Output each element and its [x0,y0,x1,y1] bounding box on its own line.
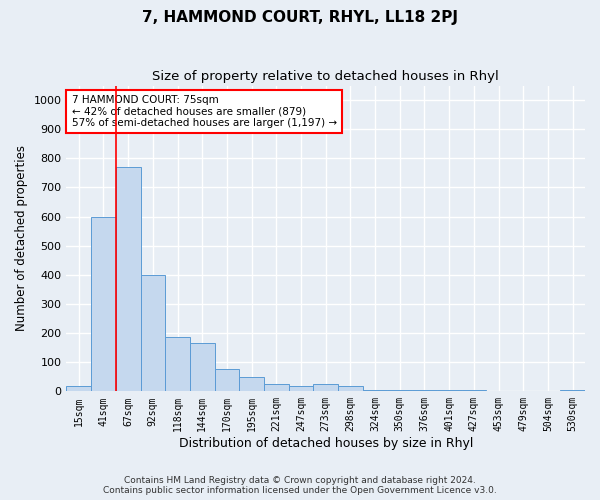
Bar [91,216,116,392]
Bar [116,167,140,392]
Bar [289,386,313,392]
Title: Size of property relative to detached houses in Rhyl: Size of property relative to detached ho… [152,70,499,83]
Bar [264,384,289,392]
Bar [313,384,338,392]
Text: 7 HAMMOND COURT: 75sqm
← 42% of detached houses are smaller (879)
57% of semi-de: 7 HAMMOND COURT: 75sqm ← 42% of detached… [71,94,337,128]
Y-axis label: Number of detached properties: Number of detached properties [15,146,28,332]
Bar [363,390,388,392]
Bar [388,390,412,392]
Bar [215,370,239,392]
Bar [140,275,165,392]
Bar [338,386,363,392]
Bar [239,377,264,392]
Bar [560,390,585,392]
X-axis label: Distribution of detached houses by size in Rhyl: Distribution of detached houses by size … [179,437,473,450]
Bar [190,344,215,392]
Bar [461,390,486,392]
Bar [437,390,461,392]
Text: 7, HAMMOND COURT, RHYL, LL18 2PJ: 7, HAMMOND COURT, RHYL, LL18 2PJ [142,10,458,25]
Bar [67,386,91,392]
Text: Contains HM Land Registry data © Crown copyright and database right 2024.
Contai: Contains HM Land Registry data © Crown c… [103,476,497,495]
Bar [412,390,437,392]
Bar [165,338,190,392]
